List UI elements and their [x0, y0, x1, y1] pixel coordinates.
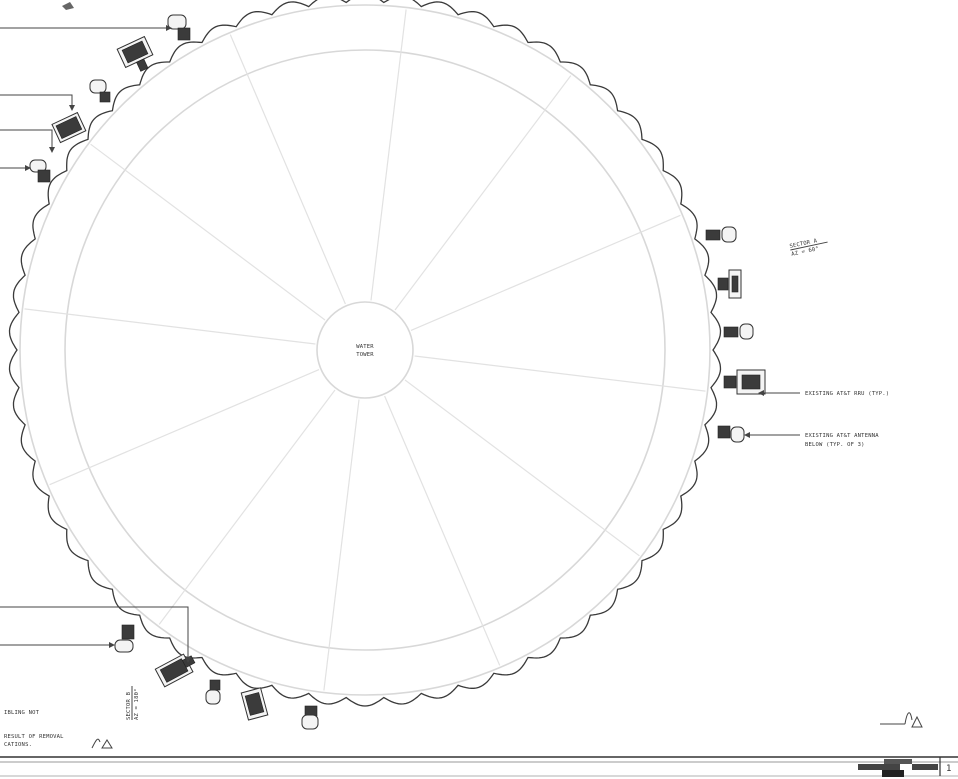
sheet-number: 1	[946, 764, 952, 774]
tank-spoke	[384, 395, 501, 666]
sector-b-equipment	[114, 624, 319, 730]
tank-spoke	[158, 389, 336, 625]
antenna-mount-c3	[29, 159, 51, 183]
note-left-bottom-line1: RESULT OF REMOVAL	[4, 734, 64, 740]
sector-c-equipment	[29, 14, 191, 183]
antenna-mount-b1	[114, 624, 135, 653]
antenna-mount-b3	[301, 705, 319, 730]
tank-center-ring	[316, 301, 414, 399]
revision-triangle-left	[91, 738, 113, 749]
rru-mount-c2	[51, 111, 87, 144]
tank-spokes	[24, 9, 706, 691]
sector-a-label: SECTOR A AZ = 60°	[789, 238, 828, 258]
tank-inner-ring-outer	[19, 4, 711, 696]
antenna-mount-c2	[89, 79, 111, 103]
tank-inner-ring	[64, 49, 666, 651]
note-left-top: IBLING NOT	[4, 710, 40, 716]
company-logo	[858, 759, 938, 777]
antenna-mount-a2	[723, 323, 754, 340]
antenna-callout-line2: BELOW (TYP. OF 3)	[805, 442, 865, 448]
note-left-bottom-line2: CATIONS.	[4, 742, 32, 748]
tower-label-line2: TOWER	[356, 352, 374, 358]
revision-triangle-right	[880, 712, 923, 728]
tank-spoke	[49, 369, 320, 486]
rru-mount-a2	[723, 369, 766, 395]
tank-spoke	[323, 399, 360, 691]
tank-spoke	[394, 75, 572, 311]
tower-label-line1: WATER	[356, 344, 374, 350]
tank-spoke	[410, 214, 681, 331]
tank-spoke	[24, 308, 316, 345]
tank-spoke	[90, 143, 326, 321]
sector-a-equipment	[705, 226, 766, 443]
leader-c2	[0, 94, 73, 108]
sector-b-line1: SECTOR B	[126, 691, 132, 720]
tank-spoke	[414, 355, 706, 392]
tank-spoke	[370, 9, 407, 301]
rru-mount-a1	[717, 269, 742, 299]
antenna-mount-a1	[705, 226, 737, 243]
sector-a-line1: SECTOR A	[789, 238, 818, 250]
tank-spoke	[229, 34, 346, 305]
rru-mount-b1	[154, 653, 196, 688]
antenna-callout-line1: EXISTING AT&T ANTENNA	[805, 433, 879, 439]
sector-a-line2: AZ = 60°	[791, 246, 820, 258]
leader-b1	[0, 606, 189, 660]
rru-mount-c1	[116, 35, 154, 72]
rru-mount-b2	[240, 687, 269, 721]
antenna-mount-a3	[717, 425, 745, 443]
cropped-mark	[62, 2, 74, 10]
antenna-leader-arrow	[744, 432, 750, 438]
antenna-mount-b2	[205, 679, 221, 705]
antenna-mount-c1	[167, 14, 191, 41]
rru-callout: EXISTING AT&T RRU (TYP.)	[805, 391, 889, 397]
tank-spoke	[404, 379, 640, 557]
sector-b-line2: AZ = 180°	[134, 688, 140, 720]
sector-b-label: SECTOR B AZ = 180°	[126, 686, 140, 720]
leader-c3	[0, 129, 53, 150]
rru-leader-arrow	[758, 390, 764, 396]
tank-scalloped-outline	[8, 0, 722, 707]
